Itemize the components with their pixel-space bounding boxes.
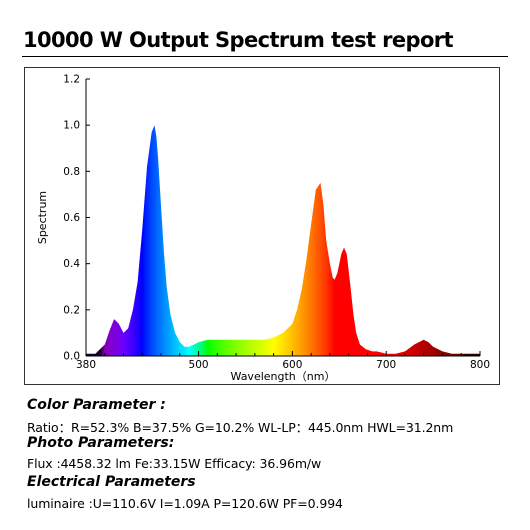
y-tick-label: 1.0 xyxy=(63,120,80,132)
photo-parameters-heading: Photo Parameters: xyxy=(27,435,175,451)
y-tick-label: 0.0 xyxy=(63,351,80,363)
title-underline xyxy=(22,56,508,57)
spectrum-chart: 0.0 0.2 0.4 0.6 0.8 1.0 1.2 380 500 600 700 800 Wave… xyxy=(36,74,490,384)
y-tick-label: 0.8 xyxy=(63,166,80,178)
color-parameter-heading: Color Parameter : xyxy=(27,397,166,413)
y-tick-label: 0.2 xyxy=(63,304,80,316)
spectrum-area xyxy=(86,125,480,356)
y-tick-label: 0.4 xyxy=(63,258,80,270)
x-tick-label: 600 xyxy=(282,359,302,371)
x-tick-label: 380 xyxy=(76,359,96,371)
color-parameter-values: Ratio：R=52.3% B=37.5% G=10.2% WL-LP：445.… xyxy=(27,420,454,435)
report-title: 10000 W Output Spectrum test report xyxy=(23,28,454,52)
electrical-parameters-heading: Electrical Parameters xyxy=(27,474,196,490)
x-axis-label: Wavelength（nm） xyxy=(231,370,336,383)
x-tick-label: 500 xyxy=(189,359,209,371)
photo-parameters-values: Flux :4458.32 lm Fe:33.15W Efficacy: 36.… xyxy=(27,456,322,471)
y-tick-label: 0.6 xyxy=(63,212,80,224)
chart-frame xyxy=(24,67,500,385)
x-tick-label: 700 xyxy=(376,359,396,371)
y-axis-label: Spectrum xyxy=(36,191,49,244)
electrical-parameters-values: luminaire :U=110.6V I=1.09A P=120.6W PF=… xyxy=(27,496,343,511)
x-tick-label: 800 xyxy=(470,359,490,371)
y-tick-label: 1.2 xyxy=(63,74,80,86)
